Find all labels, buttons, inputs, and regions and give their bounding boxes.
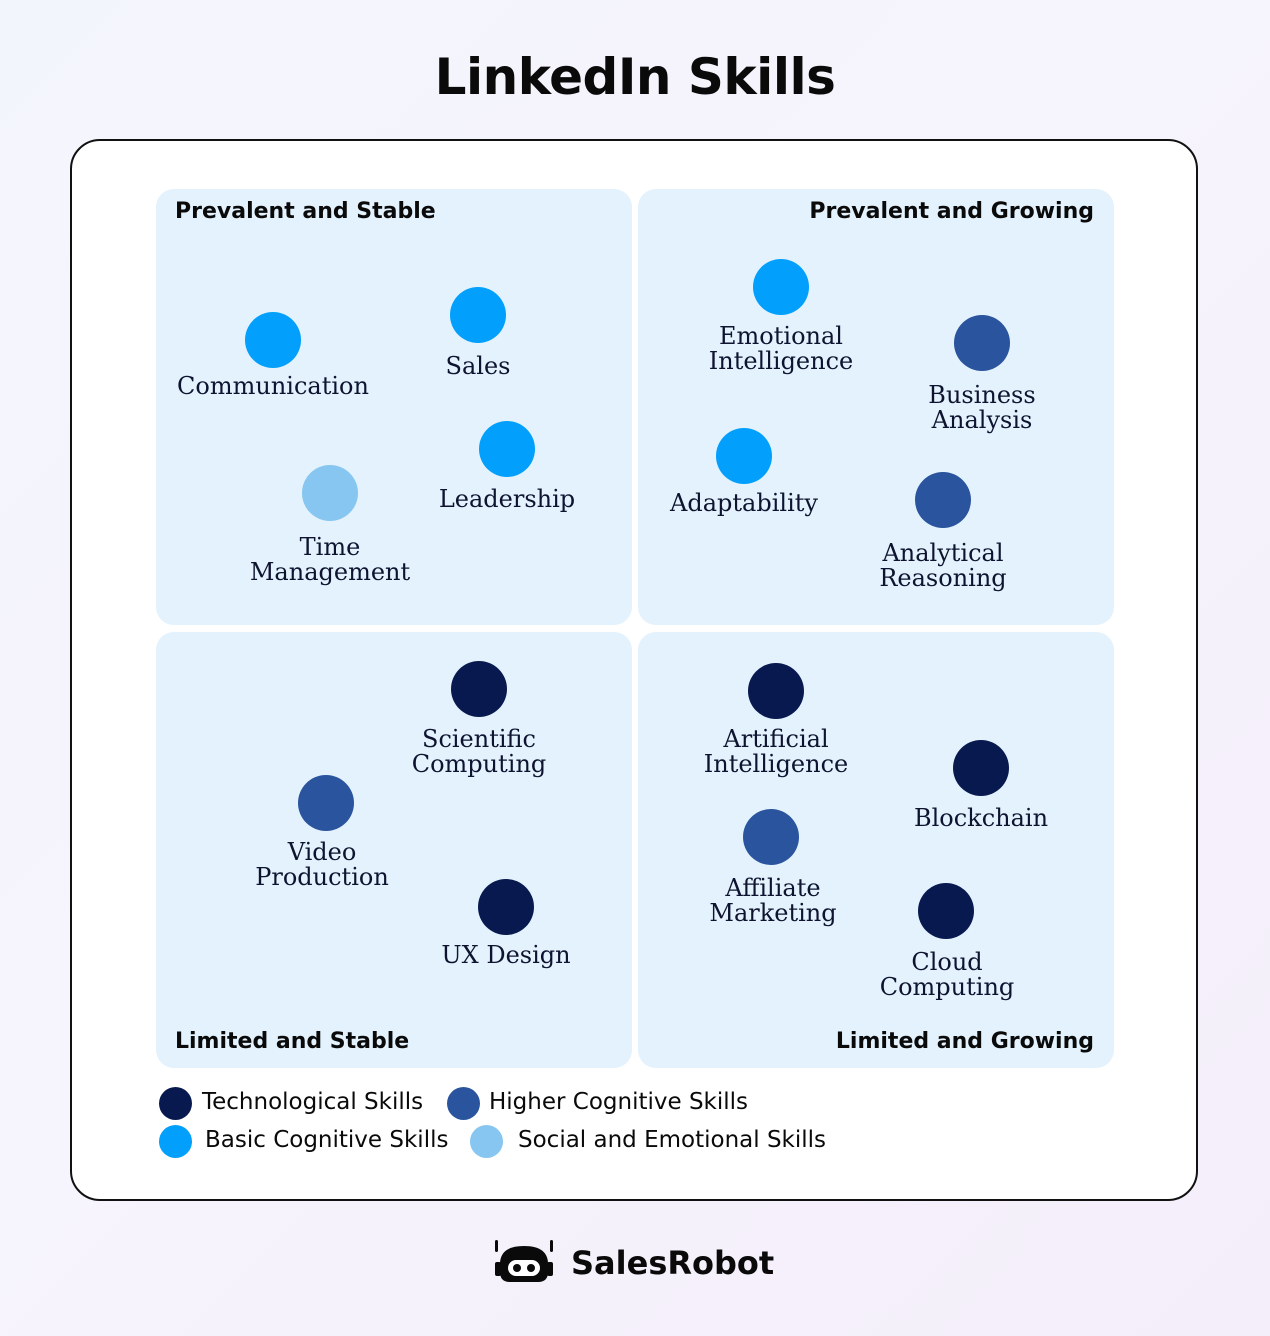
- skill-label-analytical-reasoning: Analytical Reasoning: [879, 539, 1007, 592]
- emotional-intelligence-dot: [753, 259, 809, 315]
- blockchain-dot: [953, 740, 1009, 796]
- quadrant-prevalent-growing: [638, 189, 1114, 625]
- legend-basic-cognitive-label: Basic Cognitive Skills: [205, 1127, 449, 1153]
- video-production-dot: [298, 775, 354, 831]
- leadership-dot: [479, 421, 535, 477]
- analytical-reasoning-dot: [915, 472, 971, 528]
- skill-label-artificial-intelligence: Artificial Intelligence: [703, 725, 849, 778]
- legend-higher-cognitive-label: Higher Cognitive Skills: [489, 1089, 749, 1115]
- quadrant-limited-growing: [638, 632, 1114, 1068]
- brand-name: SalesRobot: [571, 1244, 775, 1282]
- skill-label-ux-design: UX Design: [441, 941, 571, 969]
- legend-higher-cognitive-dot: [447, 1087, 480, 1120]
- adaptability-dot: [716, 428, 772, 484]
- legend-social-emotional-dot: [470, 1125, 503, 1158]
- quadrant-label-limited-growing: Limited and Growing: [835, 1029, 1094, 1054]
- skill-label-adaptability: Adaptability: [670, 489, 818, 517]
- skill-label-emotional-intelligence: Emotional Intelligence: [708, 322, 854, 375]
- legend-social-emotional-label: Social and Emotional Skills: [518, 1127, 827, 1153]
- cloud-computing-dot: [918, 883, 974, 939]
- legend-technological-dot: [159, 1087, 192, 1120]
- quadrant-limited-stable: [156, 632, 632, 1068]
- legend-technological-label: Technological Skills: [202, 1089, 424, 1115]
- legend-basic-cognitive-dot: [159, 1125, 192, 1158]
- skill-label-communication: Communication: [177, 372, 369, 400]
- skill-label-business-analysis: Business Analysis: [928, 381, 1036, 434]
- affiliate-marketing-dot: [743, 809, 799, 865]
- skill-label-video-production: Video Production: [255, 838, 389, 891]
- quadrant-label-prevalent-stable: Prevalent and Stable: [175, 199, 436, 224]
- time-management-dot: [302, 465, 358, 521]
- scientific-computing-dot: [451, 661, 507, 717]
- robot-head-icon: [495, 1240, 553, 1282]
- quadrant-label-limited-stable: Limited and Stable: [175, 1029, 410, 1054]
- skill-label-leadership: Leadership: [438, 485, 576, 513]
- artificial-intelligence-dot: [748, 663, 804, 719]
- skill-label-cloud-computing: Cloud Computing: [879, 948, 1015, 1001]
- quadrant-label-prevalent-growing: Prevalent and Growing: [809, 199, 1094, 224]
- ux-design-dot: [478, 879, 534, 935]
- skill-label-affiliate-marketing: Affiliate Marketing: [709, 874, 837, 927]
- skill-label-time-management: Time Management: [249, 533, 411, 586]
- skill-label-blockchain: Blockchain: [913, 804, 1049, 832]
- skill-label-sales: Sales: [445, 352, 511, 380]
- skill-label-scientific-computing: Scientific Computing: [411, 725, 547, 778]
- business-analysis-dot: [954, 315, 1010, 371]
- quadrant-prevalent-stable: [156, 189, 632, 625]
- communication-dot: [245, 312, 301, 368]
- page-title: LinkedIn Skills: [434, 48, 836, 106]
- sales-dot: [450, 287, 506, 343]
